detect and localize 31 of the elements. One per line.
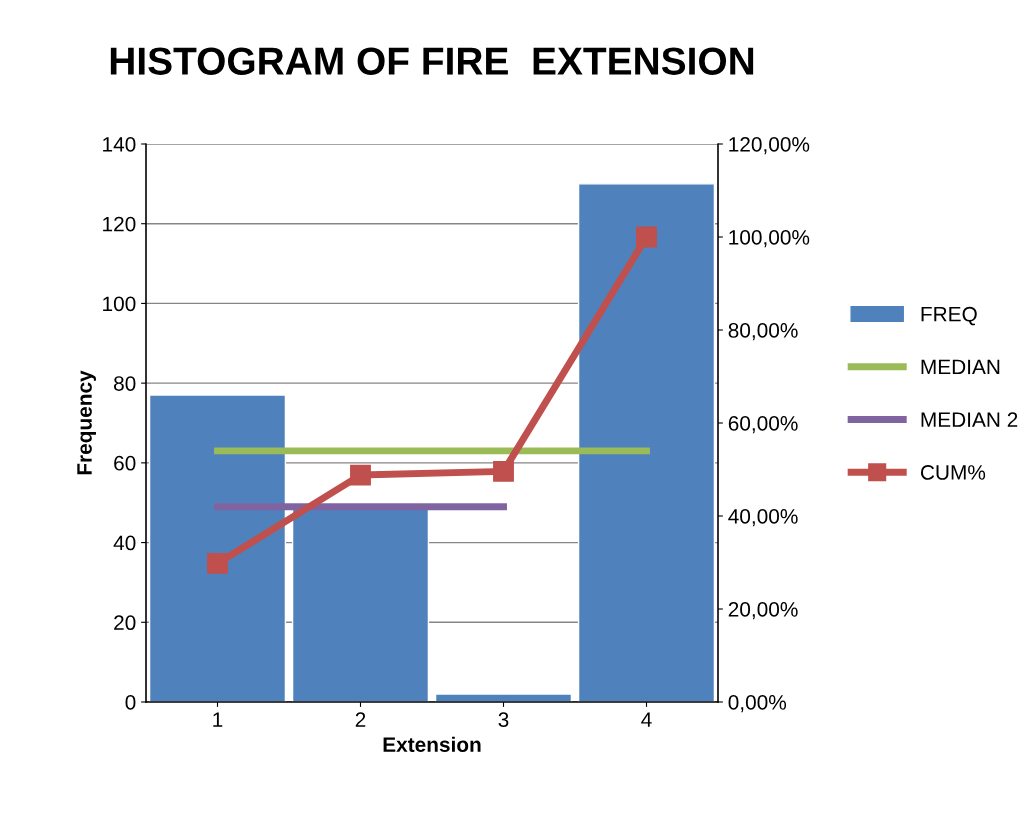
x-tick-label: 1 — [213, 712, 223, 727]
y-tick-label: 140 — [103, 137, 136, 152]
y2-tick-label: 80,00% — [728, 323, 798, 341]
y2-tick-label: 20,00% — [728, 602, 798, 620]
bar — [434, 693, 573, 702]
legend-label: MEDIAN — [921, 359, 1000, 375]
legend-label: MEDIAN 2 — [921, 412, 1018, 427]
y-tick-label: 120 — [103, 216, 136, 232]
x-tick-label: 4 — [641, 712, 652, 727]
y-axis-title: Frequency — [77, 370, 96, 475]
x-tick-label: 3 — [498, 712, 509, 728]
y-tick-label: 40 — [113, 535, 136, 551]
legend-label: FREQ — [921, 306, 977, 326]
y2-tick-label: 60,00% — [728, 416, 798, 434]
point — [350, 464, 371, 486]
point — [493, 460, 514, 482]
y2-tick-label: 0,00% — [728, 695, 787, 713]
point — [636, 226, 657, 248]
y-tick-label: 0 — [125, 695, 136, 710]
y-tick-label: 100 — [103, 296, 136, 312]
y-tick-label: 80 — [114, 376, 136, 391]
y-tick-label: 60 — [114, 455, 136, 471]
legend-label: CUM% — [920, 465, 986, 480]
point — [207, 553, 228, 574]
x-tick-label: 2 — [355, 712, 366, 727]
y2-tick-label: 120,00% — [729, 137, 810, 155]
chart-title: HISTOGRAM OF FIRE EXTENSION — [110, 47, 754, 75]
y2-tick-label: 100,00% — [729, 230, 810, 248]
x-axis-title: Extension — [383, 736, 481, 752]
y2-tick-label: 40,00% — [728, 509, 798, 527]
y-tick-label: 20 — [114, 615, 136, 631]
